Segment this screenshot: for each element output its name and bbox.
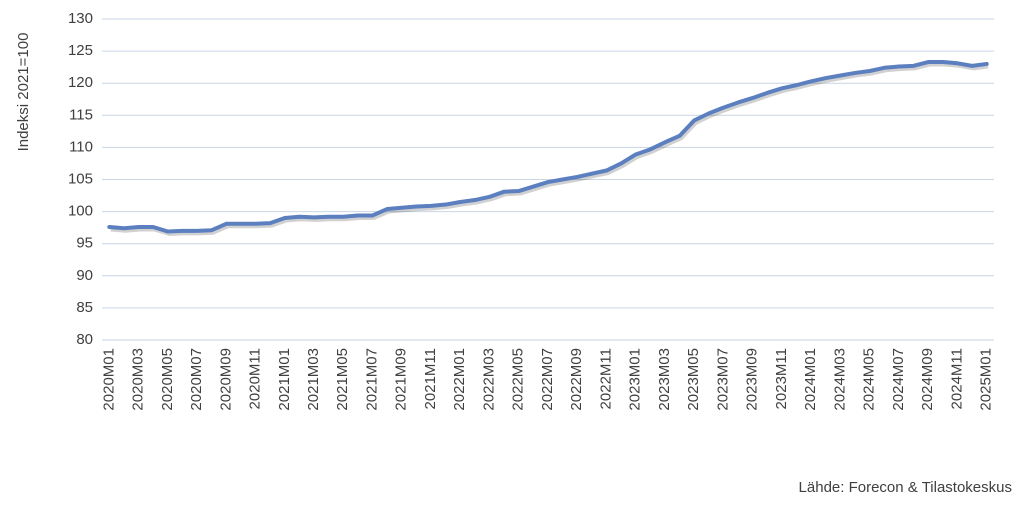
source-note: Lähde: Forecon & Tilastokeskus bbox=[799, 479, 1012, 496]
x-tick-label: 2021M01 bbox=[276, 348, 293, 411]
x-tick-label: 2024M09 bbox=[919, 348, 936, 411]
x-tick-label: 2023M01 bbox=[627, 348, 644, 411]
x-tick-label: 2024M05 bbox=[861, 348, 878, 411]
x-tick-label: 2022M09 bbox=[568, 348, 585, 411]
x-tick-label: 2020M05 bbox=[159, 348, 176, 411]
y-axis-label: Indeksi 2021=100 bbox=[15, 33, 32, 152]
x-tick-label: 2023M09 bbox=[744, 348, 761, 411]
x-tick-label: 2022M01 bbox=[451, 348, 468, 411]
y-tick-label: 105 bbox=[68, 170, 93, 187]
x-tick-label: 2022M07 bbox=[539, 348, 556, 411]
x-tick-label: 2022M03 bbox=[480, 348, 497, 411]
x-tick-label: 2020M03 bbox=[130, 348, 147, 411]
y-tick-label: 85 bbox=[76, 299, 93, 316]
x-tick-label: 2020M09 bbox=[217, 348, 234, 411]
y-tick-label: 100 bbox=[68, 203, 93, 220]
x-tick-label: 2020M01 bbox=[100, 348, 117, 411]
x-tick-label: 2022M11 bbox=[597, 348, 614, 409]
x-tick-label: 2021M03 bbox=[305, 348, 322, 411]
y-tick-label: 90 bbox=[76, 267, 93, 284]
x-tick-label: 2022M05 bbox=[510, 348, 527, 411]
line-shadow bbox=[110, 62, 989, 237]
y-tick-label: 80 bbox=[76, 331, 93, 348]
y-tick-label: 95 bbox=[76, 235, 93, 252]
x-tick-label: 2021M09 bbox=[393, 348, 410, 411]
x-tick-label: 2020M07 bbox=[188, 348, 205, 411]
x-tick-label: 2021M05 bbox=[334, 348, 351, 411]
x-tick-label: 2021M07 bbox=[363, 348, 380, 411]
x-tick-label: 2021M11 bbox=[422, 348, 439, 409]
x-tick-label: 2020M11 bbox=[247, 348, 264, 409]
y-tick-label: 130 bbox=[68, 10, 93, 27]
x-tick-label: 2024M11 bbox=[948, 348, 965, 409]
x-tick-label: 2024M01 bbox=[802, 348, 819, 411]
y-tick-label: 110 bbox=[69, 138, 93, 155]
line-series bbox=[107, 60, 989, 234]
x-tick-label: 2023M11 bbox=[773, 348, 790, 409]
x-tick-label: 2023M05 bbox=[685, 348, 702, 411]
x-tick-label: 2024M07 bbox=[890, 348, 907, 411]
x-tick-label: 2023M07 bbox=[714, 348, 731, 411]
y-tick-label: 115 bbox=[69, 106, 93, 123]
x-tick-label: 2023M03 bbox=[656, 348, 673, 411]
y-tick-label: 125 bbox=[68, 42, 93, 59]
y-tick-label: 120 bbox=[68, 74, 93, 91]
x-tick-label: 2025M01 bbox=[978, 348, 995, 411]
x-tick-label: 2024M03 bbox=[831, 348, 848, 411]
